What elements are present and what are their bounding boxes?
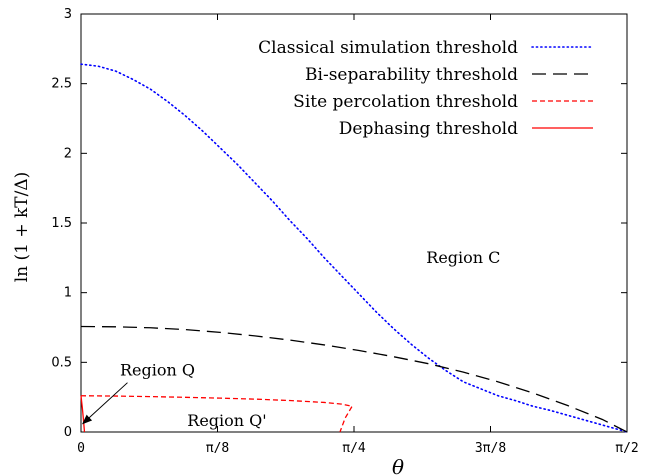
series-line-bi-separability-threshold bbox=[80, 325, 628, 433]
legend-label: Bi-separability threshold bbox=[305, 65, 518, 85]
series-line-site-percolation-threshold bbox=[80, 395, 354, 433]
y-axis: 0 0.5 1 1.5 2 2.5 3 bbox=[51, 7, 627, 440]
legend: Classical simulation threshold Bi-separab… bbox=[258, 38, 594, 139]
series-line-classical-simulation-threshold bbox=[80, 63, 628, 433]
y-tick-label: 0 bbox=[64, 425, 72, 440]
y-tick-label: 0.5 bbox=[51, 355, 72, 370]
legend-label: Classical simulation threshold bbox=[258, 38, 518, 58]
series-line-dephasing-threshold bbox=[80, 395, 86, 433]
x-tick-label: π/4 bbox=[342, 441, 366, 456]
x-tick-label: 0 bbox=[77, 441, 85, 456]
y-tick-label: 2 bbox=[64, 146, 72, 161]
y-tick-label: 1 bbox=[64, 286, 72, 301]
series-layer bbox=[80, 63, 628, 433]
annotation-arrow bbox=[82, 382, 128, 425]
x-axis: 0 π/8 π/4 3π/8 π/2 bbox=[77, 14, 639, 456]
legend-label: Dephasing threshold bbox=[339, 119, 518, 139]
legend-label: Site percolation threshold bbox=[293, 92, 518, 112]
annotation-label: Region Q bbox=[120, 361, 195, 380]
annotations: Region C Region Q Region Q' bbox=[82, 248, 500, 430]
x-tick-label: 3π/8 bbox=[475, 441, 506, 456]
y-tick-label: 3 bbox=[64, 7, 72, 22]
y-axis-label: ln (1 + kT/Δ) bbox=[12, 172, 32, 283]
x-tick-label: π/8 bbox=[206, 441, 229, 456]
x-tick-label: π/2 bbox=[615, 441, 638, 456]
y-tick-label: 1.5 bbox=[51, 216, 72, 231]
y-tick-label: 2.5 bbox=[51, 77, 72, 92]
annotation-label: Region Q' bbox=[187, 411, 266, 430]
annotation-label: Region C bbox=[426, 248, 500, 267]
x-axis-label: θ bbox=[392, 455, 404, 476]
